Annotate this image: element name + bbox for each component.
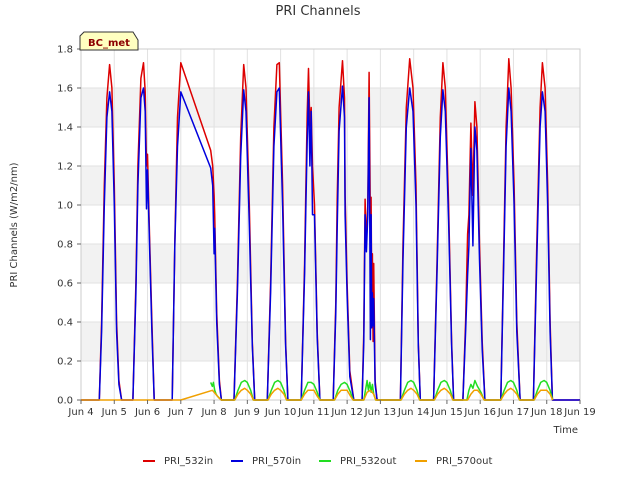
y-axis-ticks: 0.0 0.2 0.4 0.6 0.8 1.0 1.2 1.4 1.6 1.8 — [57, 45, 81, 407]
legend-label: PRI_532in — [164, 456, 213, 467]
x-tick-label: Jun 13 — [364, 407, 397, 418]
y-tick-label: 1.6 — [57, 84, 73, 95]
x-tick-label: Jun 12 — [330, 407, 363, 418]
y-tick-label: 1.4 — [57, 123, 73, 134]
legend-label: PRI_570out — [436, 456, 492, 467]
x-tick-label: Jun 9 — [234, 407, 260, 418]
y-tick-label: 1.0 — [57, 201, 73, 212]
x-tick-label: Jun 4 — [67, 407, 93, 418]
x-tick-label: Jun 19 — [563, 407, 596, 418]
x-tick-label: Jun 15 — [430, 407, 463, 418]
plot-background-bands — [81, 88, 580, 361]
x-tick-label: Jun 14 — [397, 407, 430, 418]
y-tick-label: 0.2 — [57, 357, 73, 368]
y-axis-label: PRI Channels (W/m2/nm) — [9, 162, 20, 287]
y-tick-label: 1.8 — [57, 45, 73, 56]
x-tick-label: Jun 6 — [134, 407, 160, 418]
x-tick-label: Jun 7 — [167, 407, 193, 418]
legend-label: PRI_532out — [340, 456, 396, 467]
x-tick-label: Jun 8 — [200, 407, 226, 418]
x-tick-label: Jun 11 — [297, 407, 330, 418]
y-tick-label: 0.0 — [57, 396, 73, 407]
background-band — [81, 166, 580, 205]
y-tick-label: 0.6 — [57, 279, 73, 290]
x-tick-label: Jun 17 — [497, 407, 530, 418]
x-tick-label: Jun 18 — [530, 407, 563, 418]
site-badge: BC_met — [79, 31, 139, 51]
legend-item-pri-570in: PRI_570in — [231, 456, 301, 467]
x-axis-ticks: Jun 4 Jun 5 Jun 6 Jun 7 Jun 8 Jun 9 Jun 10 Jun … — [67, 400, 596, 418]
chart-title: PRI Channels — [276, 4, 361, 19]
y-tick-label: 1.2 — [57, 162, 73, 173]
y-tick-label: 0.8 — [57, 240, 73, 251]
legend-label: PRI_570in — [252, 456, 301, 467]
legend-item-pri-532in: PRI_532in — [143, 456, 213, 467]
legend-item-pri-532out: PRI_532out — [319, 456, 396, 467]
data-series — [81, 58, 580, 401]
badge-label: BC_met — [88, 38, 130, 49]
background-band — [81, 244, 580, 283]
x-tick-label: Jun 10 — [264, 407, 297, 418]
y-tick-label: 0.4 — [57, 318, 73, 329]
background-band — [81, 88, 580, 127]
legend: PRI_532in PRI_570in PRI_532out PRI_570out — [143, 456, 492, 467]
series-line-pri-570out — [81, 387, 554, 401]
badge-shape — [79, 31, 139, 51]
x-tick-label: Jun 5 — [101, 407, 127, 418]
legend-item-pri-570out: PRI_570out — [415, 456, 492, 467]
x-tick-label: Jun 16 — [463, 407, 496, 418]
background-band — [81, 322, 580, 361]
x-axis-label: Time — [553, 425, 578, 436]
